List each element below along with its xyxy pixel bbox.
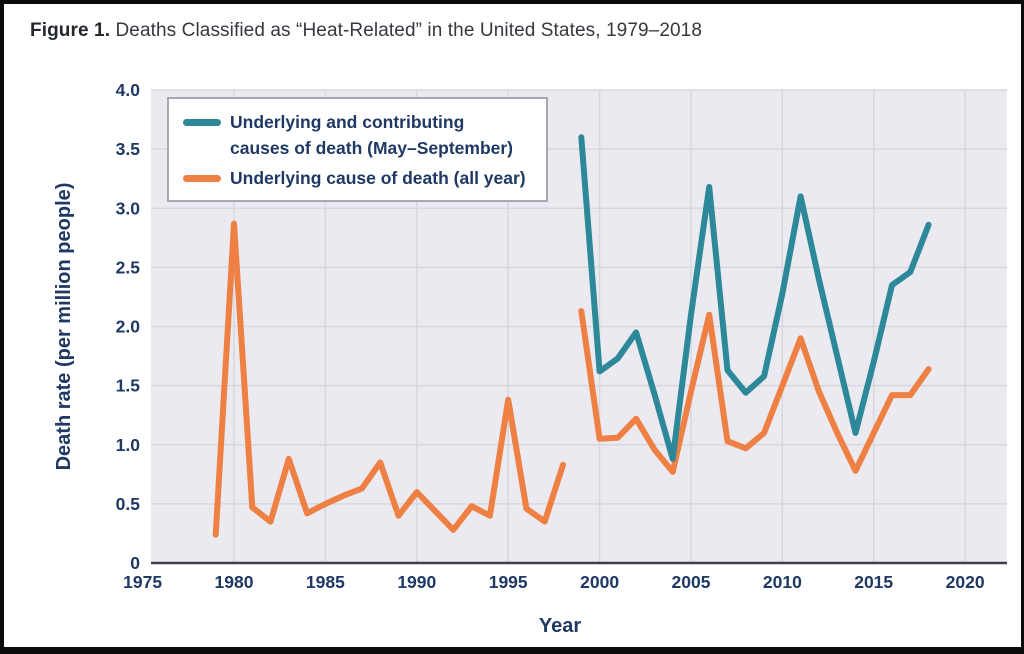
- series-line: [578, 308, 932, 475]
- x-tick-label: 2000: [580, 572, 619, 592]
- series-0: [578, 134, 932, 462]
- y-axis-title: Death rate (per million people): [53, 183, 75, 471]
- gridlines: [151, 89, 1007, 563]
- legend-swatch-teal-line: [183, 119, 221, 126]
- series-line: [212, 220, 566, 538]
- legend-label: Underlying and contributing causes of de…: [230, 112, 514, 158]
- series-line: [578, 134, 932, 462]
- x-tick-label: 1980: [215, 572, 254, 592]
- y-tick-label: 0.5: [116, 494, 141, 514]
- legend-label: Underlying cause of death (all year): [230, 168, 526, 188]
- legend-swatch-orange-line: [183, 175, 221, 182]
- figure-title-text: Deaths Classified as “Heat-Related” in t…: [110, 20, 703, 41]
- y-tick-label: 3.0: [116, 198, 141, 218]
- figure-label: Figure 1.: [30, 20, 111, 41]
- x-tick-label: 2020: [946, 572, 985, 592]
- x-tick-label: 2010: [763, 572, 802, 592]
- y-tick-label: 0: [130, 553, 140, 573]
- legend-item-contributing: Underlying and contributing causes of de…: [183, 109, 546, 161]
- x-tick-label: 1995: [489, 572, 528, 592]
- x-axis-title: Year: [539, 615, 581, 637]
- y-tick-label: 4.0: [116, 80, 141, 100]
- legend: Underlying and contributing causes of de…: [167, 97, 548, 202]
- x-tick-label: 1975: [123, 572, 162, 592]
- y-tick-label: 2.5: [116, 257, 141, 277]
- y-tick-label: 2.0: [116, 317, 141, 337]
- y-tick-label: 1.0: [116, 435, 141, 455]
- legend-item-underlying: Underlying cause of death (all year): [183, 165, 546, 191]
- x-tick-label: 1985: [306, 572, 345, 592]
- x-tick-label: 2005: [672, 572, 711, 592]
- x-tick-label: 2015: [854, 572, 893, 592]
- figure-title: Figure 1. Deaths Classified as “Heat-Rel…: [30, 20, 702, 42]
- line-chart: 1975 1980 1985 1990 1995 2000 2005 2010 2015 2020…: [53, 80, 1007, 637]
- y-tick-label: 1.5: [116, 376, 141, 396]
- series-1: [212, 220, 932, 538]
- y-tick-label: 3.5: [116, 139, 141, 159]
- x-tick-label: 1990: [397, 572, 436, 592]
